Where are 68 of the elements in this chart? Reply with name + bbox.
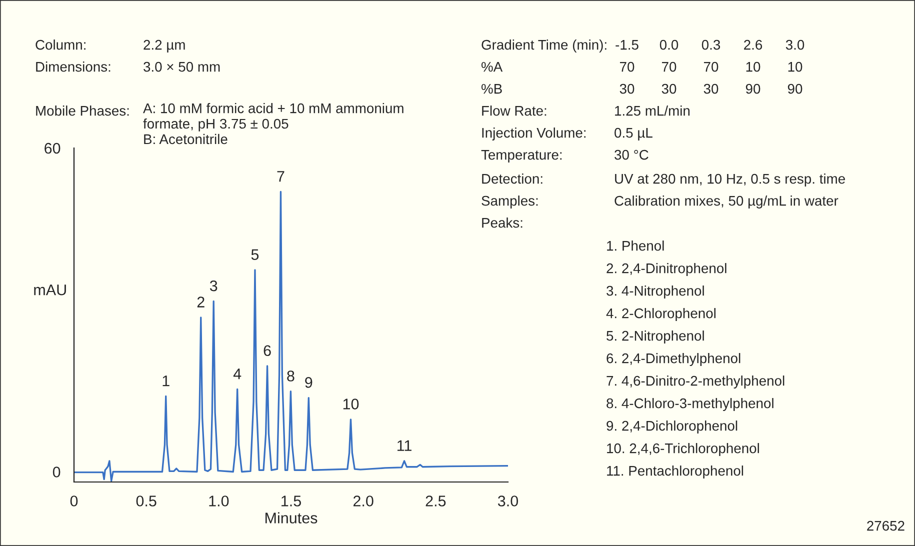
text: 3.0 [786,40,804,50]
x-tick-label: 1.5 [282,496,301,506]
text: Column: [36,40,86,50]
annotation: Peaks: [482,218,522,228]
text: 2.6 [744,40,762,50]
text: 90 [788,84,802,94]
annotation: 8 [287,370,294,382]
text: Calibration mixes, 50 µg/mL in water [614,196,838,208]
annotation: 6 [264,345,271,356]
text: UV at 280 nm, 10 Hz, 0.5 s resp. time [615,174,845,186]
annotation: Samples: [482,196,538,208]
text: 0.5 µL [614,128,652,140]
text: Injection Volume: [482,128,586,140]
x-tick-label: 0 [70,496,78,506]
annotation: 7 [277,171,284,182]
annotation: 3 [210,280,218,292]
text: 10 [746,62,760,72]
x-tick-label: 1.0 [209,496,229,506]
x-tick-label: 2.0 [353,496,374,506]
text: 10 [788,62,802,72]
text: 70 [620,62,634,72]
x-tick-label: 2.5 [426,496,446,506]
text: 6. 2,4-Dimethylphenol [606,353,740,366]
annotation: 1 [162,376,170,386]
text: 27652 [867,520,904,531]
text: 11. Pentachlorophenol [607,466,744,478]
annotation: 5 [251,249,259,260]
text: 1.25 mL/min [615,106,690,116]
annotation: Detection: [482,174,542,184]
text: 30 [620,84,634,94]
text: 0.0 [660,40,678,50]
y-axis-title: mAU [34,284,66,296]
annotation: 11 [398,440,412,451]
text: 4. 2-Chlorophenol [606,308,716,321]
text: 1. Phenol [607,240,664,251]
text: 30 °C [614,150,648,160]
text: 2.2 µm [144,40,185,52]
annotation: 9 [305,377,312,388]
annotation: Temperature: [481,150,562,162]
text: Flow Rate: [482,106,546,116]
annotation: 10 [343,398,359,410]
text: 70 [704,62,718,72]
text: 9. 2,4-Dichlorophenol [606,420,738,434]
text: Dimensions: [36,62,110,72]
text: 10. 2,4,6-Trichlorophenol [607,443,759,456]
text: 3. 4-Nitrophenol [606,286,704,298]
annotation: 4 [233,368,242,380]
text: 30 [704,84,718,94]
text: -1.5 [616,40,638,50]
text: Mobile Phases: [36,106,129,116]
annotation: 2 [197,296,204,308]
text: 30 [662,84,676,94]
x-tick-label: 3.0 [498,496,518,506]
text: 70 [662,62,676,72]
text: 8. 4-Chloro-3-methylphenol [606,398,774,411]
text: 90 [746,84,760,94]
text: Gradient Time (min): [482,40,606,52]
text: 3.0 × 50 mm [144,62,220,72]
x-axis-title: Minutes [266,512,318,524]
text: %B [481,84,502,94]
text: %A [481,62,503,72]
text: 2. 2,4-Dinitrophenol [606,263,726,276]
text: A: 10 mM formic acid + 10 mM ammonium formate, pH 3.75 ± 0.05 B: Acetonitrile [143,103,404,144]
text: 7. 4,6-Dinitro-2-methylphenol [606,376,784,388]
x-tick-label: 0.5 [136,496,156,506]
text: 5. 2-Nitrophenol [606,330,704,344]
y-tick-label: 60 [44,142,60,154]
text: 0.3 [702,40,720,50]
